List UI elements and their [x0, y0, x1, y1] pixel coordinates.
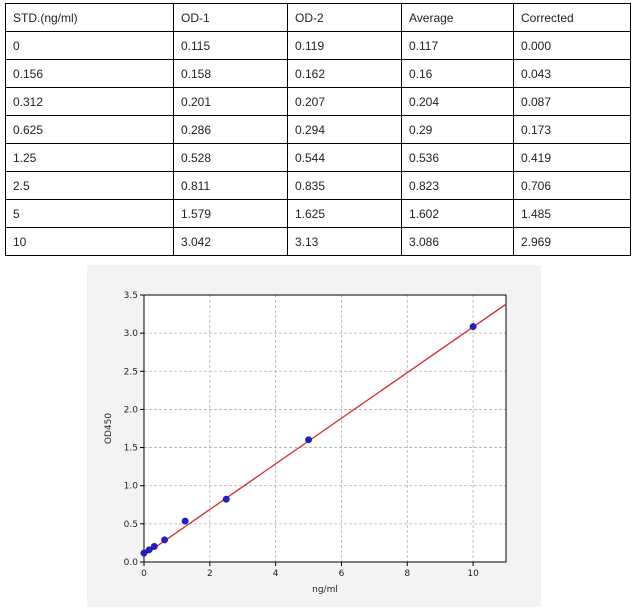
table-cell: 0.119 — [287, 31, 402, 60]
table-cell: 0.706 — [513, 171, 631, 200]
table-cell: 0.087 — [513, 87, 631, 116]
data-point — [222, 495, 230, 503]
table-cell: 0.536 — [401, 143, 514, 172]
column-header: Corrected — [513, 3, 631, 32]
fit-line — [143, 303, 507, 556]
table-cell: 0.158 — [173, 59, 288, 88]
x-tick-label: 2 — [207, 569, 213, 579]
table-cell: 3.13 — [287, 227, 402, 256]
table-cell: 0.115 — [173, 31, 288, 60]
table-row: 0 0.115 0.119 0.117 0.000 — [5, 31, 631, 60]
table-cell: 0 — [5, 31, 174, 60]
x-tick-label: 0 — [141, 569, 147, 579]
table-header-row: STD.(ng/ml) OD-1 OD-2 Average Corrected — [5, 3, 631, 32]
table-cell: 0.207 — [287, 87, 402, 116]
table-cell: 1.485 — [513, 199, 631, 228]
table-row: 5 1.579 1.625 1.602 1.485 — [5, 199, 631, 228]
table-cell: 0.162 — [287, 59, 402, 88]
data-point — [161, 536, 169, 544]
y-tick-label: 0.5 — [124, 520, 138, 530]
table-row: 2.5 0.811 0.835 0.823 0.706 — [5, 171, 631, 200]
table-cell: 0.16 — [401, 59, 514, 88]
table-cell: 10 — [5, 227, 174, 256]
table-cell: 5 — [5, 199, 174, 228]
table-row: 0.625 0.286 0.294 0.29 0.173 — [5, 115, 631, 144]
plot-area — [144, 295, 506, 562]
table-row: 0.156 0.158 0.162 0.16 0.043 — [5, 59, 631, 88]
table-cell: 3.086 — [401, 227, 514, 256]
table-cell: 0.29 — [401, 115, 514, 144]
data-point — [469, 323, 477, 331]
standard-curve-table: STD.(ng/ml) OD-1 OD-2 Average Corrected 0 0.11… — [5, 3, 631, 256]
data-point — [181, 517, 189, 525]
x-tick-label: 10 — [467, 569, 479, 579]
table-cell: 0.312 — [5, 87, 174, 116]
table-row: 0.312 0.201 0.207 0.204 0.087 — [5, 87, 631, 116]
standard-curve-chart: 0 2 4 6 8 10 0.0 0.5 1.0 1.5 2.0 2.5 3.0 3.5 ng/ml OD45… — [87, 265, 541, 607]
table-cell: 1.625 — [287, 199, 402, 228]
column-header: OD-1 — [173, 3, 288, 32]
table-cell: 0.000 — [513, 31, 631, 60]
column-header: Average — [401, 3, 514, 32]
data-point — [150, 542, 158, 550]
table-cell: 0.043 — [513, 59, 631, 88]
table-cell: 0.173 — [513, 115, 631, 144]
y-tick-label: 1.5 — [124, 444, 138, 454]
table-cell: 0.835 — [287, 171, 402, 200]
plot-frame — [143, 294, 507, 563]
y-tick-label: 2.5 — [124, 367, 138, 377]
data-point — [145, 546, 153, 554]
table-cell: 0.117 — [401, 31, 514, 60]
column-header: OD-2 — [287, 3, 402, 32]
table-cell: 0.528 — [173, 143, 288, 172]
table-cell: 3.042 — [173, 227, 288, 256]
y-tick-label: 3.5 — [124, 291, 138, 301]
x-tick-label: 8 — [404, 569, 410, 579]
x-axis-label: ng/ml — [312, 585, 338, 595]
table-cell: 2.5 — [5, 171, 174, 200]
table-row: 1.25 0.528 0.544 0.536 0.419 — [5, 143, 631, 172]
y-tick-label: 2.0 — [124, 405, 139, 415]
data-point — [140, 549, 148, 557]
y-tick-label: 0.0 — [124, 558, 139, 568]
table-cell: 0.201 — [173, 87, 288, 116]
table-row: 10 3.042 3.13 3.086 2.969 — [5, 227, 631, 256]
column-header: STD.(ng/ml) — [5, 3, 174, 32]
table-cell: 2.969 — [513, 227, 631, 256]
x-tick-label: 6 — [339, 569, 345, 579]
table-cell: 0.204 — [401, 87, 514, 116]
table-cell: 0.286 — [173, 115, 288, 144]
table-cell: 0.823 — [401, 171, 514, 200]
table-cell: 0.156 — [5, 59, 174, 88]
x-tick-label: 4 — [273, 569, 279, 579]
chart-svg: 0 2 4 6 8 10 0.0 0.5 1.0 1.5 2.0 2.5 3.0 3.5 ng/ml OD45… — [104, 291, 507, 595]
table-cell: 0.625 — [5, 115, 174, 144]
table-cell: 0.544 — [287, 143, 402, 172]
table-cell: 1.602 — [401, 199, 514, 228]
table-cell: 1.579 — [173, 199, 288, 228]
y-tick-label: 1.0 — [124, 482, 139, 492]
data-point — [305, 436, 312, 444]
table-cell: 1.25 — [5, 143, 174, 172]
table-cell: 0.811 — [173, 171, 288, 200]
y-axis-label: OD450 — [104, 413, 114, 444]
table-cell: 0.419 — [513, 143, 631, 172]
table-cell: 0.294 — [287, 115, 402, 144]
y-tick-label: 3.0 — [124, 329, 139, 339]
